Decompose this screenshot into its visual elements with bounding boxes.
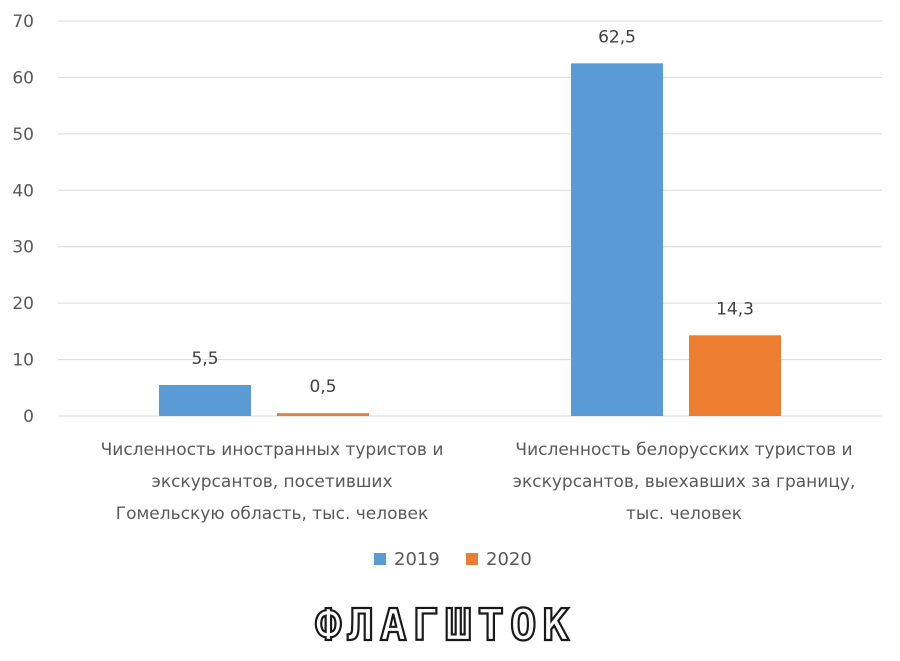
y-tick-label: 40 [12,181,34,201]
data-label: 62,5 [598,27,636,47]
category-label-line: Численность белорусских туристов и [515,440,852,460]
y-tick-label: 70 [12,12,34,32]
bar-2020-2 [689,335,781,416]
category-label-line: Гомельскую область, тыс. человек [116,504,429,524]
data-label: 5,5 [191,349,218,369]
category-label-line: Численность иностранных туристов и [101,440,444,460]
category-label-line: тыс. человек [626,504,742,524]
bar-2020-1 [277,413,369,416]
y-tick-label: 10 [12,351,34,371]
gridlines [58,20,882,417]
watermark-logo: ФЛАГШТОК [315,600,575,651]
y-tick-label: 60 [12,68,34,88]
bar-2019-2 [571,63,663,416]
y-tick-label: 0 [23,407,34,427]
y-axis-ticks: 0 10 20 30 40 50 60 70 [12,12,34,427]
legend-swatch [466,553,478,565]
category-label-line: экскурсантов, выехавших за границу, [513,472,856,492]
legend: 2019 2020 [374,549,532,570]
legend-label: 2020 [486,549,532,570]
category-label-line: экскурсантов, посетивших [151,472,392,492]
legend-swatch [374,553,386,565]
legend-label: 2019 [394,549,440,570]
y-tick-label: 20 [12,294,34,314]
data-label: 14,3 [716,299,754,319]
y-tick-label: 50 [12,125,34,145]
y-tick-label: 30 [12,238,34,258]
bar-2019-1 [159,384,251,416]
bars [159,63,781,416]
data-label: 0,5 [309,377,336,397]
category-labels: Численность иностранных туристов и экскур… [101,440,856,524]
data-labels: 5,5 0,5 62,5 14,3 [191,27,753,397]
